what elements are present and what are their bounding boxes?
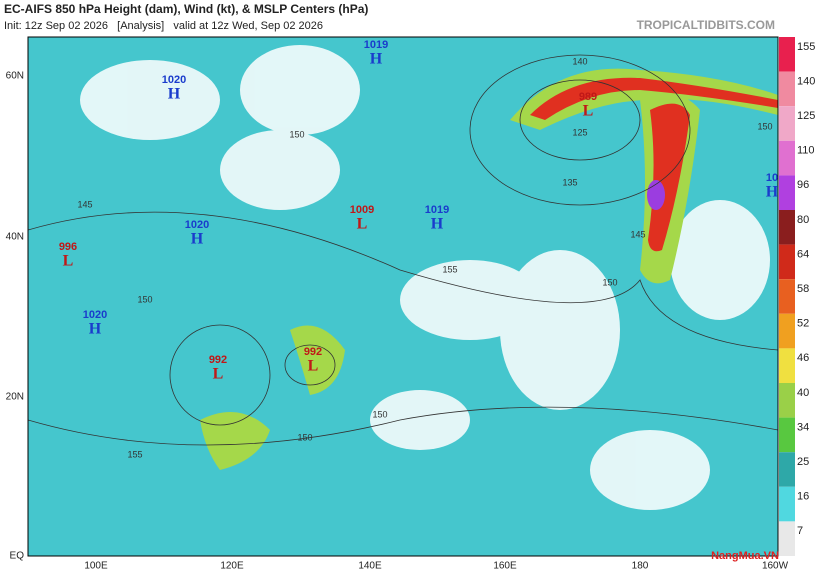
contour-label: 125: [572, 127, 587, 137]
colorbar-segment: [779, 210, 795, 245]
colorbar-segment: [779, 279, 795, 314]
pressure-center-symbol: L: [357, 216, 368, 233]
pressure-center-symbol: L: [583, 103, 594, 120]
watermark: NangMua.VN: [711, 550, 779, 562]
pressure-value: 996: [59, 241, 77, 253]
pressure-value: 1019: [364, 39, 388, 51]
colorbar-segment: [779, 383, 795, 418]
pressure-center-symbol: H: [168, 86, 181, 103]
pressure-center-symbol: L: [213, 366, 224, 383]
contour-label: 150: [289, 129, 304, 139]
contour-label: 150: [757, 121, 772, 131]
contour-label: 150: [297, 432, 312, 442]
colorbar-tick-label: 25: [797, 456, 809, 468]
longitude-label: 140E: [358, 561, 382, 572]
pressure-center-symbol: H: [431, 216, 444, 233]
colorbar-tick-label: 125: [797, 110, 815, 122]
jet-streak: [200, 68, 778, 470]
colorbar-tick-label: 155: [797, 41, 815, 53]
colorbar-segment: [779, 452, 795, 487]
latitude-label: 60N: [6, 71, 24, 82]
colorbar: 155 140 125 110 96 80 64 58 52 46 40 34 25 16 7: [779, 37, 815, 556]
colorbar-segment: [779, 244, 795, 280]
calm-areas: [80, 45, 770, 510]
contour-label: 150: [602, 277, 617, 287]
height-contours: [28, 54, 778, 446]
colorbar-tick-label: 40: [797, 387, 809, 399]
colorbar-segment: [779, 486, 795, 522]
pressure-center-symbol: L: [308, 358, 319, 375]
colorbar-segment: [779, 417, 795, 453]
colorbar-tick-label: 58: [797, 283, 809, 295]
pressure-value: 992: [304, 346, 322, 358]
map-area: [27, 36, 779, 557]
pressure-center-symbol: H: [191, 231, 204, 248]
pressure-center-symbol: H: [766, 184, 779, 201]
colorbar-segment: [779, 106, 795, 141]
contour-label: 155: [442, 264, 457, 274]
contour-label: 135: [562, 177, 577, 187]
colorbar-segment: [779, 140, 795, 176]
contour-label: 145: [630, 229, 645, 239]
subtitle: Init: 12z Sep 02 2026 [Analysis] valid a…: [4, 20, 323, 32]
longitude-label: 180: [632, 561, 649, 572]
colorbar-segment: [779, 348, 795, 383]
colorbar-tick-label: 96: [797, 179, 809, 191]
latitude-label: 40N: [6, 232, 24, 243]
longitude-label: 100E: [84, 561, 108, 572]
latitude-label: 20N: [6, 392, 24, 403]
pressure-center-symbol: L: [63, 253, 74, 270]
colorbar-segment: [779, 37, 795, 72]
colorbar-tick-label: 110: [797, 145, 815, 157]
colorbar-tick-label: 7: [797, 525, 803, 537]
colorbar-tick-label: 16: [797, 491, 809, 503]
colorbar-segment: [779, 175, 795, 210]
pressure-center-symbol: H: [370, 51, 383, 68]
colorbar-tick-label: 34: [797, 421, 809, 433]
contour-label: 150: [137, 294, 152, 304]
longitude-label: 160E: [493, 561, 517, 572]
pressure-value: 989: [579, 91, 597, 103]
pressure-center-symbol: H: [89, 321, 102, 338]
colorbar-tick-label: 140: [797, 75, 815, 87]
longitude-label: 120E: [220, 561, 244, 572]
site-name: TROPICALTIDBITS.COM: [637, 18, 775, 32]
pressure-value: 10: [766, 172, 778, 184]
colorbar-segment: [779, 313, 795, 349]
colorbar-segment: [779, 71, 795, 107]
contour-label: 145: [77, 199, 92, 209]
contour-label: 150: [372, 409, 387, 419]
pressure-value: 1020: [185, 219, 209, 231]
pressure-value: 992: [209, 354, 227, 366]
colorbar-segment: [779, 521, 795, 556]
title: EC-AIFS 850 hPa Height (dam), Wind (kt),…: [4, 2, 368, 16]
pressure-value: 1020: [162, 74, 186, 86]
colorbar-tick-label: 52: [797, 318, 809, 330]
contour-label: 155: [127, 449, 142, 459]
colorbar-tick-label: 64: [797, 248, 809, 260]
colorbar-tick-label: 46: [797, 352, 809, 364]
longitude-label: 160W: [762, 561, 789, 572]
colorbar-tick-label: 80: [797, 214, 809, 226]
latitude-label: EQ: [10, 551, 25, 562]
pressure-value: 1020: [83, 309, 107, 321]
map-frame: [27, 36, 779, 557]
contour-label: 140: [572, 56, 587, 66]
pressure-value: 1009: [350, 204, 374, 216]
pressure-value: 1019: [425, 204, 449, 216]
